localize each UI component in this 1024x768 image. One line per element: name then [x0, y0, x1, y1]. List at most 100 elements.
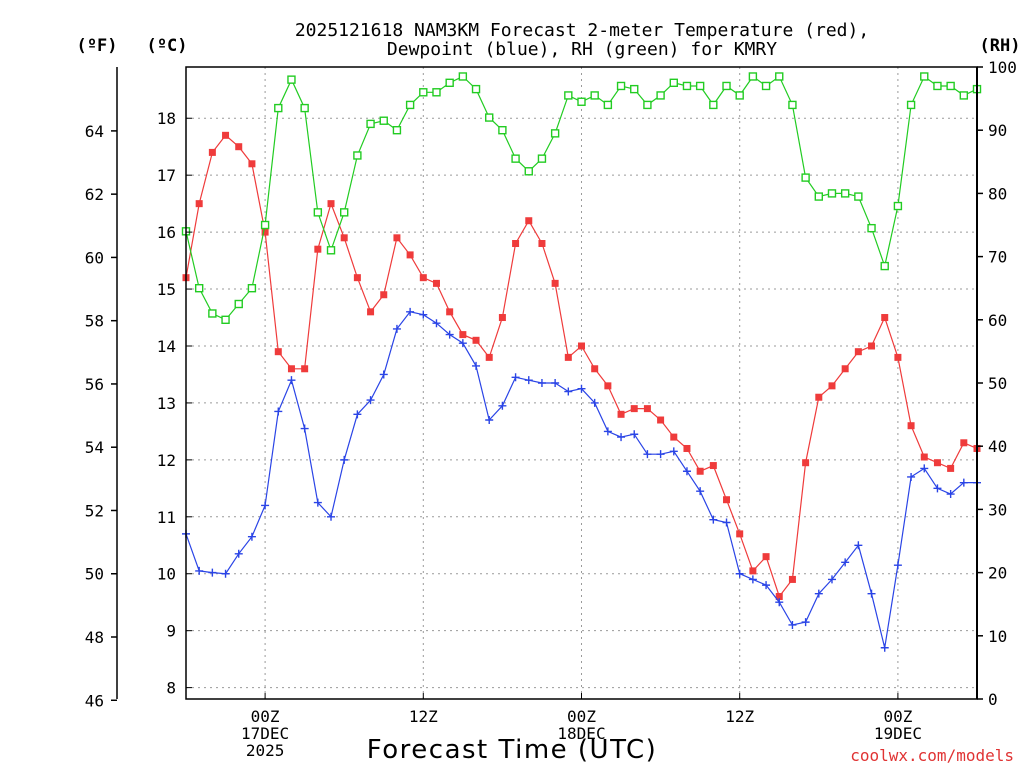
- rh-tick-label: 60: [988, 311, 1007, 330]
- rh-point: [748, 72, 758, 81]
- dewpoint-point: [524, 376, 533, 385]
- rh-point: [445, 78, 454, 88]
- temp-point: [604, 382, 612, 390]
- rh-tick-label: 20: [988, 564, 1007, 583]
- celsius-tick-label: 13: [157, 394, 176, 413]
- dewpoint-point: [656, 450, 665, 459]
- fahrenheit-tick-label: 46: [85, 691, 104, 710]
- temp-series: [182, 131, 981, 601]
- series-layer: [181, 72, 982, 652]
- dewpoint-point: [735, 569, 744, 578]
- dewpoint-point: [564, 387, 573, 396]
- rh-point: [735, 91, 744, 100]
- dewpoint-point: [379, 370, 388, 379]
- rh-tick-label: 100: [988, 58, 1017, 77]
- temp-point: [670, 433, 678, 441]
- temp-point: [314, 245, 322, 253]
- fahrenheit-tick-label: 52: [85, 501, 104, 520]
- temp-point: [907, 422, 915, 430]
- rh-point: [208, 309, 217, 318]
- temp-point: [419, 274, 427, 282]
- rh-point: [432, 88, 441, 97]
- rh-point: [550, 129, 560, 138]
- dewpoint-point: [577, 384, 586, 393]
- fahrenheit-tick-label: 60: [85, 248, 104, 267]
- dewpoint-point: [195, 566, 204, 575]
- temp-point: [947, 464, 955, 472]
- dewpoint-point: [247, 532, 256, 541]
- dewpoint-point: [353, 410, 362, 419]
- dewpoint-point: [630, 430, 639, 439]
- dewpoint-point: [313, 498, 322, 507]
- temp-point: [881, 314, 889, 322]
- dewpoint-point: [880, 643, 889, 652]
- dewpoint-point: [893, 561, 902, 570]
- dewpoint-point: [920, 464, 929, 473]
- dewpoint-point: [511, 373, 520, 382]
- rh-point: [260, 220, 270, 230]
- time-tick-label: 12Z: [725, 707, 754, 726]
- fahrenheit-tick-label: 50: [85, 565, 104, 584]
- time-tick-label: 18DEC: [557, 724, 605, 743]
- rh-tick-label: 70: [988, 248, 1007, 267]
- rh-point: [326, 246, 336, 255]
- temp-point: [749, 567, 757, 575]
- dewpoint-series: [182, 307, 981, 652]
- temp-point: [657, 416, 665, 424]
- rh-point: [761, 81, 771, 91]
- temp-point: [287, 365, 295, 373]
- chart-title-line-2: Dewpoint (blue), RH (green) for KMRY: [387, 39, 777, 60]
- temp-point: [591, 365, 599, 373]
- rh-point: [537, 154, 547, 163]
- dewpoint-point: [933, 484, 942, 493]
- rh-point: [920, 72, 929, 81]
- temp-point: [432, 279, 440, 287]
- rh-point: [801, 173, 810, 182]
- temp-point: [485, 353, 493, 361]
- dewpoint-point: [472, 361, 481, 370]
- temp-point: [960, 439, 968, 447]
- fahrenheit-tick-label: 58: [85, 312, 104, 331]
- rh-point: [340, 208, 349, 217]
- rh-point: [867, 223, 876, 233]
- dewpoint-point: [603, 427, 612, 436]
- temp-point: [340, 234, 348, 242]
- rh-point: [498, 125, 507, 135]
- rh-point: [643, 100, 652, 110]
- rh-point: [906, 100, 916, 110]
- temp-point: [393, 234, 401, 242]
- temp-point: [894, 353, 902, 361]
- rh-tick-label: 0: [988, 690, 998, 709]
- dewpoint-point: [907, 472, 916, 481]
- celsius-tick-label: 8: [166, 679, 176, 698]
- rh-point: [893, 201, 903, 211]
- rh-point: [313, 208, 323, 217]
- celsius-tick-label: 12: [157, 451, 176, 470]
- rh-point: [274, 103, 283, 113]
- rh-point: [247, 284, 257, 293]
- fahrenheit-unit-label: (ºF): [77, 36, 118, 56]
- time-tick-label: 12Z: [409, 707, 438, 726]
- celsius-tick-label: 14: [157, 337, 176, 356]
- rh-tick-label: 30: [988, 500, 1007, 519]
- rh-point: [458, 72, 468, 81]
- dewpoint-point: [221, 569, 230, 578]
- rh-tick-label: 10: [988, 627, 1007, 646]
- rh-point: [287, 75, 296, 84]
- dewpoint-point: [287, 376, 296, 385]
- dewpoint-point: [590, 398, 599, 407]
- rh-point: [814, 192, 823, 201]
- dewpoint-point: [485, 416, 494, 425]
- rh-point: [564, 91, 573, 100]
- temp-point: [736, 530, 744, 538]
- rh-tick-label: 40: [988, 437, 1007, 456]
- time-tick-label: 00Z: [251, 707, 280, 726]
- temp-point: [564, 353, 572, 361]
- dewpoint-point: [801, 618, 810, 627]
- rh-point: [300, 103, 309, 113]
- rh-point: [353, 151, 362, 160]
- rh-point: [630, 84, 639, 94]
- dewpoint-point: [498, 401, 507, 410]
- temp-point: [933, 459, 941, 467]
